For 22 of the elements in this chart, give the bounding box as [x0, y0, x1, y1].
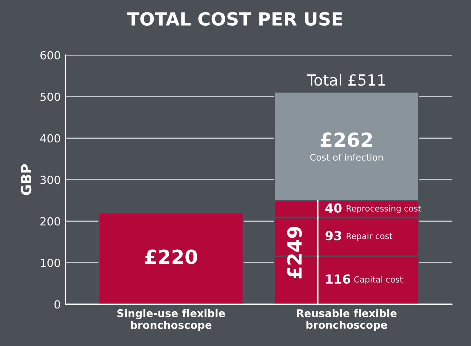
data-label: 40	[326, 204, 342, 214]
y-tick-label: 200	[40, 217, 60, 226]
x-tick-label: Reusable flexible bronchoscope	[297, 309, 397, 332]
data-label: £262	[320, 132, 372, 148]
total-label: Total £511	[307, 74, 386, 86]
series-label: Cost of infection	[310, 154, 383, 161]
y-tick-label: 100	[41, 258, 60, 268]
y-tick-label: 600	[40, 51, 60, 60]
annotation: £249	[287, 226, 302, 279]
y-tick-label: 300	[40, 176, 60, 184]
data-label: £220	[145, 250, 198, 264]
y-tick-label: 400	[40, 134, 60, 143]
series-label: Repair cost	[346, 232, 393, 242]
y-tick-label: 0	[54, 300, 60, 309]
chart-title: TOTAL COST PER USE	[127, 12, 342, 26]
data-label: 116	[326, 274, 350, 284]
series-label: Reprocessing cost	[346, 205, 422, 214]
series-label: Capital cost	[354, 276, 403, 284]
y-axis-title: GBP	[21, 164, 32, 196]
y-tick-label: 500	[40, 92, 60, 102]
data-label: 93	[326, 231, 342, 241]
x-tick-label: Single-use flexible bronchoscope	[118, 309, 226, 332]
